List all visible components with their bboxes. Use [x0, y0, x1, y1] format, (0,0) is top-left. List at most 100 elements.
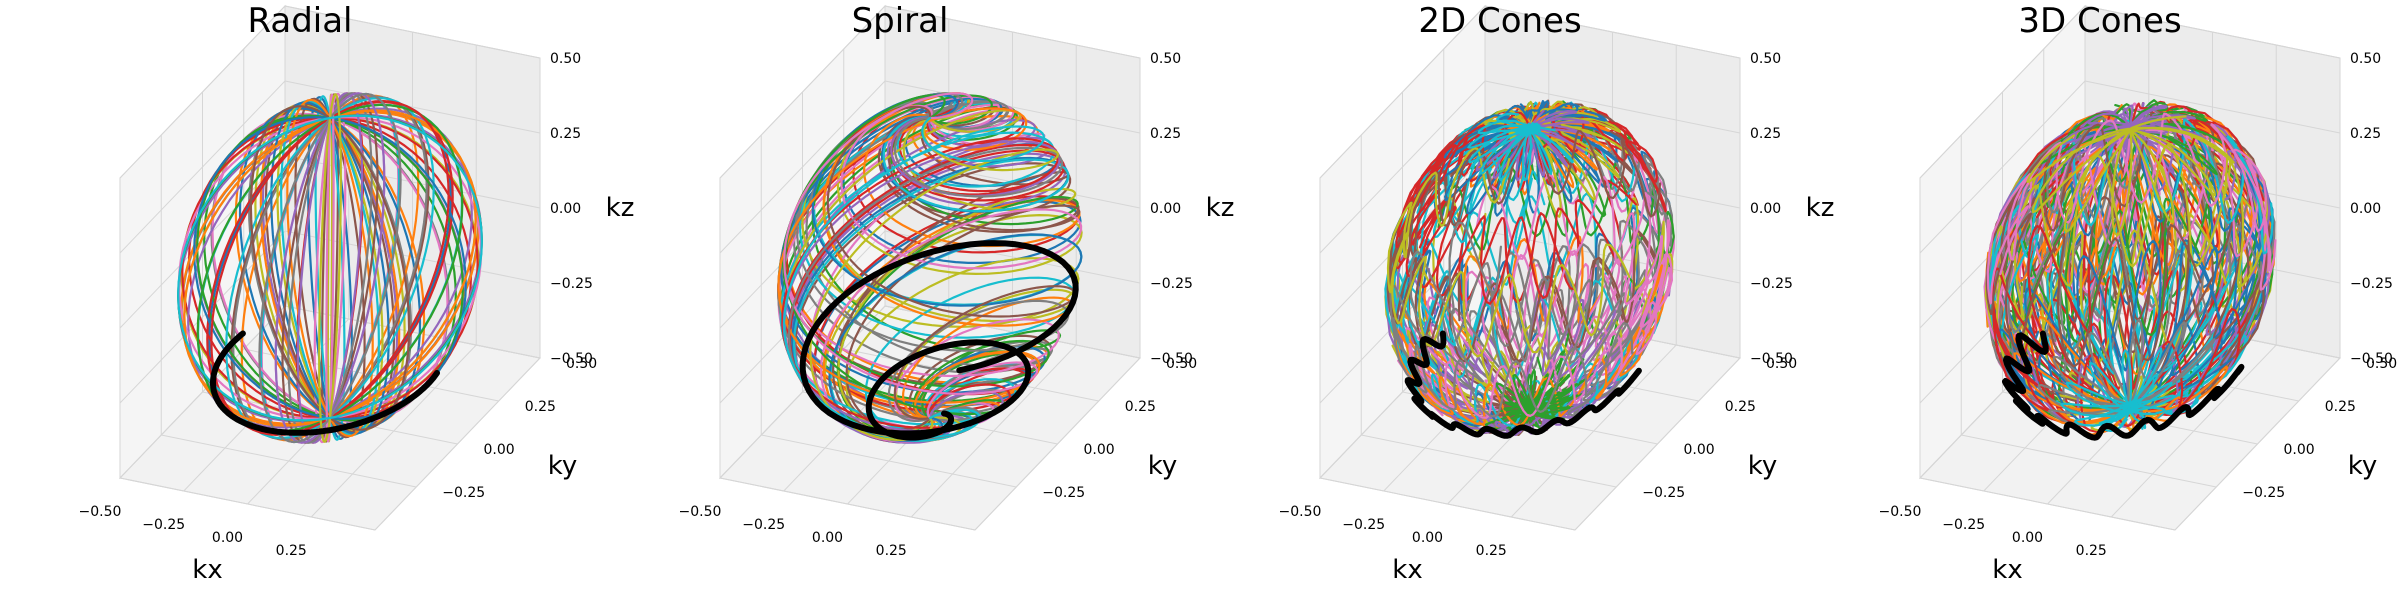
- x-tick-label: −0.50: [1279, 504, 1322, 520]
- grid-line: [884, 80, 1141, 134]
- grid-line: [2084, 80, 2341, 134]
- z-axis-label: kz: [1806, 193, 1835, 223]
- x-tick-label: 0.25: [876, 543, 907, 559]
- y-tick-label: 0.00: [484, 442, 515, 458]
- trajectories: [1983, 99, 2277, 441]
- y-tick-label: 0.25: [2325, 399, 2356, 415]
- trajectory-line: [782, 116, 1061, 433]
- trajectory-line: [1386, 147, 1631, 358]
- z-tick-label: −0.25: [550, 276, 593, 292]
- x-tick-label: 0.25: [2076, 543, 2107, 559]
- y-tick-label: 0.50: [566, 356, 597, 372]
- z-tick-label: 0.00: [1150, 201, 1181, 217]
- trajectory-line: [1986, 112, 2272, 305]
- highlight-trajectory: [210, 330, 440, 436]
- trajectory-line: [809, 116, 1060, 441]
- x-tick-label: −0.25: [1942, 517, 1985, 533]
- z-tick-label: −0.25: [2350, 276, 2393, 292]
- trajectory-line: [1395, 111, 1581, 305]
- z-tick-label: 0.00: [2350, 201, 2381, 217]
- z-tick-label: −0.25: [1750, 276, 1793, 292]
- grid-line: [374, 357, 541, 531]
- trajectory-line: [1467, 112, 1574, 182]
- grid-line: [284, 80, 541, 134]
- trajectory-line: [1482, 297, 1635, 436]
- grid-line: [2110, 344, 2277, 518]
- z-axis-label: kz: [606, 193, 635, 223]
- z-tick-label: 0.25: [550, 126, 581, 142]
- tick-labels: −0.50−0.250.000.25−0.250.000.250.50−0.50…: [1879, 51, 2398, 559]
- y-axis-label: ky: [1748, 451, 1778, 481]
- x-axis-label: kx: [192, 555, 222, 585]
- y-axis-label: ky: [1148, 451, 1178, 481]
- subplot-cones3d: −0.50−0.250.000.25−0.250.000.250.50−0.50…: [1879, 1, 2398, 585]
- grid-line: [1484, 80, 1741, 134]
- x-tick-label: 0.00: [1412, 530, 1443, 546]
- grid-line: [1919, 80, 2086, 254]
- grid-line: [119, 5, 286, 179]
- grid-line: [719, 5, 886, 179]
- x-tick-label: 0.00: [812, 530, 843, 546]
- subplot-title: 3D Cones: [2018, 1, 2181, 41]
- subplot-spiral: −0.50 −0.25 0.00 0.25 −0.25 0.00 0.25 0.50 −0.50…: [679, 1, 1235, 559]
- y-tick-label: −0.25: [1042, 485, 1085, 501]
- grid-line: [974, 357, 1141, 531]
- trajectory-line: [781, 94, 1050, 420]
- grid-line: [1484, 5, 1741, 59]
- grid-line: [284, 5, 541, 59]
- grid-line: [1574, 357, 1741, 531]
- grid-line: [1319, 5, 1486, 179]
- y-tick-label: 0.25: [1725, 399, 1756, 415]
- grid-line: [884, 5, 1141, 59]
- y-tick-label: 0.00: [2284, 442, 2315, 458]
- trajectory-line: [1389, 221, 1634, 418]
- grid-line: [910, 344, 1077, 518]
- trajectory-line: [783, 92, 1039, 420]
- trajectory-line: [1475, 109, 1593, 182]
- x-axis-label: kx: [1992, 555, 2022, 585]
- trajectory-line: [837, 116, 1077, 433]
- trajectories: [776, 92, 1083, 444]
- trajectories: [177, 92, 483, 444]
- grid-line: [2084, 5, 2341, 59]
- z-tick-label: −0.50: [2350, 351, 2393, 367]
- subplot-title: Radial: [247, 1, 352, 41]
- y-tick-label: 0.25: [1125, 399, 1156, 415]
- z-axis-label: kz: [1206, 193, 1235, 223]
- z-tick-label: 0.50: [1150, 51, 1181, 67]
- highlight-trajectory: [2002, 330, 2245, 441]
- y-tick-label: −0.25: [442, 485, 485, 501]
- y-tick-label: 0.50: [1766, 356, 1797, 372]
- trajectory-line: [783, 94, 1007, 420]
- x-tick-label: 0.25: [276, 543, 307, 559]
- z-tick-label: 0.50: [550, 51, 581, 67]
- z-tick-label: 0.50: [2350, 51, 2381, 67]
- trajectory-line: [1403, 250, 1659, 397]
- highlight-trajectory: [1404, 330, 1642, 439]
- subplot-radial: −0.50−0.250.000.25−0.250.000.250.50−0.50…: [79, 1, 635, 585]
- trajectory-line: [1988, 118, 2274, 342]
- x-tick-label: 0.00: [212, 530, 243, 546]
- x-tick-label: −0.25: [742, 517, 785, 533]
- trajectory-line: [1985, 123, 2202, 368]
- trajectory-line: [782, 116, 1046, 439]
- x-tick-label: 0.00: [2012, 530, 2043, 546]
- x-tick-label: −0.50: [679, 504, 722, 520]
- trajectory-line: [1397, 212, 1672, 419]
- z-tick-label: 0.25: [2350, 126, 2381, 142]
- z-tick-label: −0.50: [550, 351, 593, 367]
- x-tick-label: −0.25: [1342, 517, 1385, 533]
- z-tick-label: −0.50: [1750, 351, 1793, 367]
- subplot-title: 2D Cones: [1418, 1, 1581, 41]
- x-axis-label: kx: [1392, 555, 1422, 585]
- z-tick-label: 0.00: [1750, 201, 1781, 217]
- grid-line: [1510, 344, 1677, 518]
- trajectory-line: [1387, 130, 1662, 348]
- z-tick-label: −0.50: [1150, 351, 1193, 367]
- x-tick-label: 0.25: [1476, 543, 1507, 559]
- subplot-title: Spiral: [852, 1, 949, 41]
- y-tick-label: 0.00: [1684, 442, 1715, 458]
- trajectory-line: [1440, 122, 1673, 348]
- grid-line: [310, 344, 477, 518]
